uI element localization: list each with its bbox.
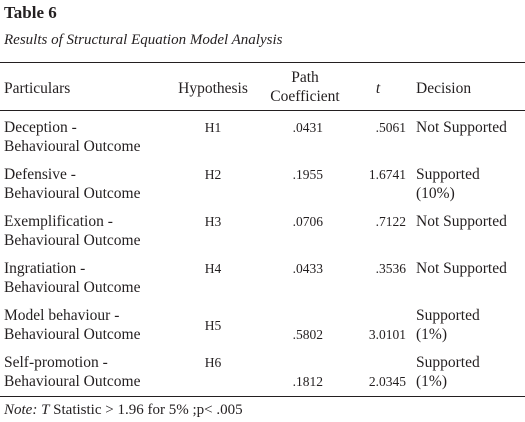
decision: (1%) [416, 326, 447, 343]
column-header: t [375, 80, 381, 97]
note: Note: T Statistic > 1.96 for 5% ;p< .005 [4, 401, 243, 420]
note-label: Note: [4, 402, 38, 418]
particulars: Behavioural Outcome [4, 279, 141, 296]
table-title: Table 6 [4, 3, 57, 22]
t-statistic: 2.0345 [368, 374, 406, 389]
table-subtitle: Results of Structural Equation Model Ana… [4, 32, 283, 48]
note-symbol: T [41, 402, 50, 418]
bottom-rule [0, 396, 525, 397]
column-header: Decision [416, 80, 472, 97]
t-statistic: .7122 [375, 214, 406, 229]
hypothesis: H5 [204, 318, 222, 333]
t-statistic: 3.0101 [368, 327, 406, 342]
path-coefficient: .0431 [292, 120, 323, 135]
decision: (1%) [416, 373, 447, 390]
hypothesis: H3 [204, 214, 222, 229]
particulars: Behavioural Outcome [4, 373, 141, 390]
decision: Supported [416, 307, 480, 324]
note-text: Statistic > 1.96 for 5% ;p< .005 [53, 402, 243, 418]
particulars: Model behaviour - [4, 307, 120, 324]
t-statistic: 1.6741 [368, 167, 406, 182]
column-header: Coefficient [270, 88, 340, 105]
particulars: Behavioural Outcome [4, 326, 141, 343]
particulars: Exemplification - [4, 213, 113, 230]
column-header: Particulars [4, 80, 71, 97]
decision: Not Supported [416, 119, 507, 136]
top-rule [0, 62, 525, 63]
column-header: Hypothesis [178, 80, 248, 97]
decision: (10%) [416, 185, 455, 202]
particulars: Behavioural Outcome [4, 232, 141, 249]
path-coefficient: .0433 [292, 261, 323, 276]
decision: Supported [416, 354, 480, 371]
header-rule [0, 110, 525, 111]
particulars: Ingratiation - [4, 260, 86, 277]
column-header: Path [291, 69, 319, 86]
decision: Not Supported [416, 213, 507, 230]
particulars: Self-promotion - [4, 354, 108, 371]
particulars: Deception - [4, 119, 77, 136]
path-coefficient: .0706 [292, 214, 323, 229]
particulars: Behavioural Outcome [4, 138, 141, 155]
t-statistic: .5061 [375, 120, 406, 135]
hypothesis: H4 [204, 261, 222, 276]
path-coefficient: .1812 [292, 374, 323, 389]
decision: Supported [416, 166, 480, 183]
t-statistic: .3536 [375, 261, 406, 276]
particulars: Defensive - [4, 166, 76, 183]
path-coefficient: .5802 [292, 327, 323, 342]
path-coefficient: .1955 [292, 167, 323, 182]
decision: Not Supported [416, 260, 507, 277]
particulars: Behavioural Outcome [4, 185, 141, 202]
hypothesis: H2 [204, 167, 222, 182]
hypothesis: H1 [204, 120, 222, 135]
hypothesis: H6 [204, 355, 222, 370]
